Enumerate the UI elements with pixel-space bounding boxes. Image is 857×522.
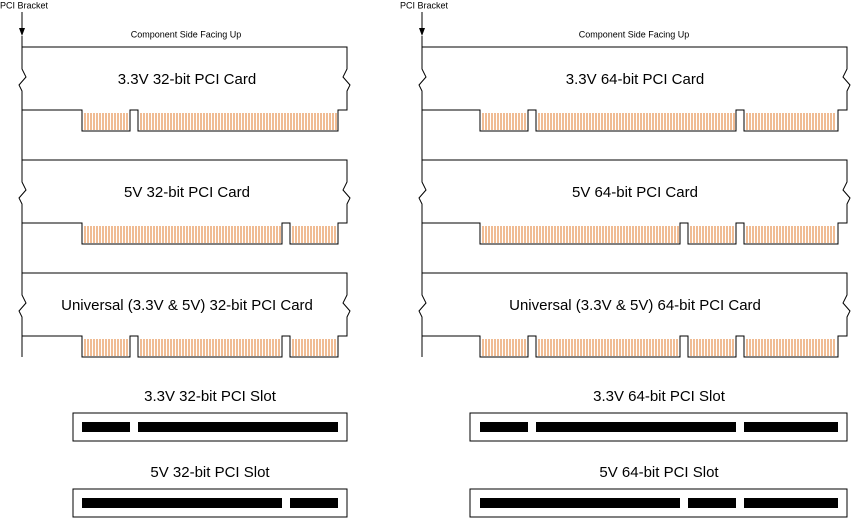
card-label: Universal (3.3V & 5V) 64-bit PCI Card — [509, 297, 761, 314]
arrow-head — [419, 28, 425, 36]
slot-contact — [536, 422, 736, 432]
slot-label: 3.3V 64-bit PCI Slot — [593, 388, 726, 405]
card-outline — [418, 46, 851, 132]
slot-contact — [744, 498, 838, 508]
card-label: 3.3V 32-bit PCI Card — [118, 71, 256, 88]
slot-contact — [82, 422, 130, 432]
slot-contact — [744, 422, 838, 432]
slot-contact — [480, 498, 680, 508]
card-outline — [18, 159, 351, 245]
slot-outline — [72, 488, 348, 518]
slot-outline — [469, 488, 848, 518]
bracket-label: PCI Bracket — [400, 0, 449, 10]
card-outline — [18, 46, 351, 132]
arrow-head — [19, 28, 25, 36]
card-label: 3.3V 64-bit PCI Card — [566, 71, 704, 88]
slot-contact — [82, 498, 282, 508]
slot-contact — [480, 422, 528, 432]
slot-contact — [290, 498, 338, 508]
card-label: 5V 64-bit PCI Card — [572, 184, 698, 201]
orientation-label: Component Side Facing Up — [579, 29, 690, 39]
orientation-label: Component Side Facing Up — [131, 29, 242, 39]
card-label: 5V 32-bit PCI Card — [124, 184, 250, 201]
slot-outline — [469, 412, 848, 442]
slot-label: 3.3V 32-bit PCI Slot — [144, 388, 277, 405]
card-outline — [418, 159, 851, 245]
slot-label: 5V 64-bit PCI Slot — [599, 464, 719, 481]
bracket-label: PCI Bracket — [0, 0, 49, 10]
slot-contact — [688, 498, 736, 508]
card-outline — [18, 272, 351, 358]
slot-outline — [72, 412, 348, 442]
card-outline — [418, 272, 851, 358]
slot-label: 5V 32-bit PCI Slot — [150, 464, 270, 481]
card-label: Universal (3.3V & 5V) 32-bit PCI Card — [61, 297, 313, 314]
slot-contact — [138, 422, 338, 432]
